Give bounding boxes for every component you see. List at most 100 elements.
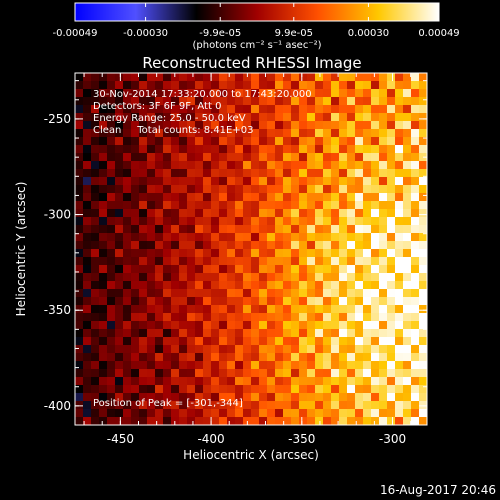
heatmap-cell [155, 297, 164, 306]
heatmap-cell [251, 393, 260, 402]
heatmap-cell [403, 129, 412, 138]
heatmap-cell [363, 401, 372, 410]
heatmap-cell [379, 177, 388, 186]
heatmap-cell [195, 201, 204, 210]
heatmap-cell [419, 217, 427, 226]
heatmap-cell [291, 233, 300, 242]
heatmap-cell [219, 353, 228, 362]
heatmap-cell [267, 177, 276, 186]
heatmap-cell [195, 377, 204, 386]
heatmap-cell [299, 233, 308, 242]
heatmap-cell [291, 201, 300, 210]
heatmap-cell [195, 73, 204, 82]
heatmap-cell [331, 297, 340, 306]
heatmap-cell [251, 121, 260, 130]
heatmap-cell [227, 305, 236, 314]
heatmap-cell [387, 321, 396, 330]
heatmap-cell [139, 289, 148, 298]
heatmap-cell [227, 177, 236, 186]
heatmap-cell [259, 233, 268, 242]
y-axis-label: Heliocentric Y (arcsec) [14, 182, 28, 317]
heatmap-cell [83, 249, 92, 258]
heatmap-cell [115, 137, 124, 146]
heatmap-cell [211, 233, 220, 242]
heatmap-cell [259, 161, 268, 170]
heatmap-cell [387, 225, 396, 234]
heatmap-cell [419, 145, 427, 154]
heatmap-cell [291, 185, 300, 194]
heatmap-cell [267, 377, 276, 386]
heatmap-cell [83, 105, 92, 114]
heatmap-cell [179, 193, 188, 202]
heatmap-cell [83, 361, 92, 370]
heatmap-cell [211, 257, 220, 266]
heatmap-cell [403, 329, 412, 338]
heatmap-cell [371, 129, 380, 138]
heatmap-cell [107, 401, 116, 410]
heatmap-cell [155, 153, 164, 162]
heatmap-cell [267, 161, 276, 170]
heatmap-cell [75, 257, 84, 266]
heatmap-cell [179, 225, 188, 234]
heatmap-cell [283, 377, 292, 386]
heatmap-cell [195, 353, 204, 362]
heatmap-cell [395, 145, 404, 154]
heatmap-cell [155, 193, 164, 202]
heatmap-cell [75, 89, 84, 98]
annotation-total-counts: Clean Total counts: 8.41E+03 [93, 125, 253, 136]
heatmap-cell [387, 201, 396, 210]
heatmap-cell [235, 321, 244, 330]
heatmap-cell [275, 297, 284, 306]
heatmap-cell [379, 401, 388, 410]
heatmap-cell [363, 225, 372, 234]
heatmap-cell [259, 257, 268, 266]
heatmap-cell [275, 313, 284, 322]
heatmap-cell [203, 113, 212, 122]
heatmap-cell [355, 201, 364, 210]
heatmap-cell [331, 97, 340, 106]
heatmap-cell [411, 225, 420, 234]
heatmap-cell [259, 305, 268, 314]
heatmap-cell [419, 417, 427, 425]
heatmap-cell [419, 361, 427, 370]
heatmap-cell [299, 401, 308, 410]
heatmap-cell [123, 169, 132, 178]
heatmap-cell [283, 193, 292, 202]
heatmap-cell [171, 289, 180, 298]
heatmap-cell [331, 369, 340, 378]
heatmap-cell [99, 169, 108, 178]
heatmap-cell [347, 281, 356, 290]
heatmap-cell [107, 81, 116, 90]
heatmap-cell [83, 233, 92, 242]
heatmap-cell [219, 209, 228, 218]
heatmap-cell [331, 233, 340, 242]
heatmap-cell [355, 265, 364, 274]
heatmap-cell [291, 121, 300, 130]
heatmap-cell [307, 361, 316, 370]
heatmap-cell [307, 121, 316, 130]
heatmap-cell [163, 265, 172, 274]
heatmap-cell [355, 209, 364, 218]
heatmap-cell [195, 385, 204, 394]
heatmap-cell [363, 97, 372, 106]
heatmap-cell [403, 289, 412, 298]
heatmap-cell [299, 353, 308, 362]
heatmap-cell [307, 409, 316, 418]
heatmap-cell [251, 401, 260, 410]
heatmap-cell [251, 257, 260, 266]
heatmap-cell [355, 305, 364, 314]
heatmap-cell [99, 97, 108, 106]
heatmap-cell [291, 393, 300, 402]
heatmap-cell [243, 241, 252, 250]
info-annotations: 30-Nov-2014 17:33:20.000 to 17:43:20.000… [93, 89, 312, 409]
heatmap-cell [363, 345, 372, 354]
heatmap-cell [339, 321, 348, 330]
heatmap-cell [123, 209, 132, 218]
heatmap-cell [147, 73, 156, 82]
heatmap-cell [243, 81, 252, 90]
heatmap-cell [387, 329, 396, 338]
heatmap-cell [107, 305, 116, 314]
heatmap-cell [139, 257, 148, 266]
heatmap-cell [139, 361, 148, 370]
heatmap-cell [339, 329, 348, 338]
